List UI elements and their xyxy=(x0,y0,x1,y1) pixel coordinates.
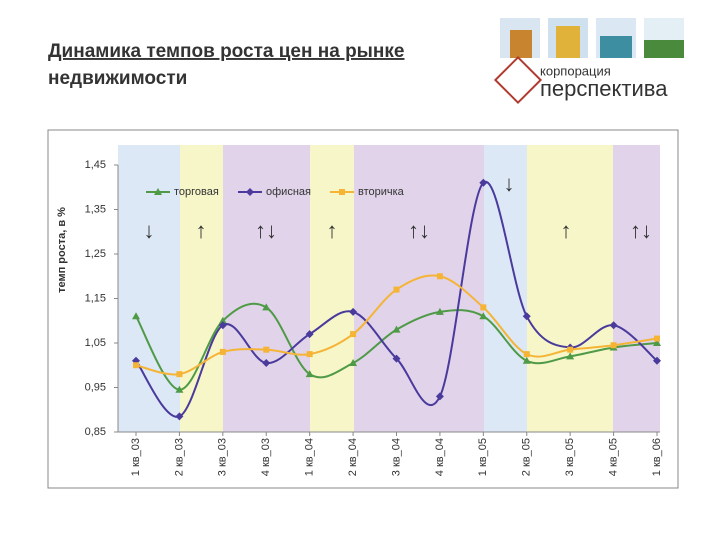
marker-triangle xyxy=(218,316,227,324)
marker-square xyxy=(523,351,530,358)
x-tick-label: 4 кв_04 xyxy=(434,438,446,476)
annotation-arrow: ↓ xyxy=(144,218,155,243)
marker-diamond xyxy=(653,356,661,365)
marker-diamond xyxy=(435,392,444,401)
x-tick-label: 1 кв_04 xyxy=(304,438,316,476)
title: Динамика темпов роста цен на рынке xyxy=(48,41,404,62)
x-tick-label: 4 кв_05 xyxy=(607,438,619,476)
marker-diamond xyxy=(392,354,401,363)
x-tick-label: 3 кв_05 xyxy=(564,438,576,476)
marker-square xyxy=(350,331,357,338)
y-tick-label: 1,15 xyxy=(85,292,106,304)
marker-triangle xyxy=(349,359,358,367)
marker-diamond xyxy=(522,312,531,321)
y-tick-label: 1,25 xyxy=(85,248,106,260)
title: недвижимости xyxy=(48,68,187,89)
marker-square xyxy=(654,335,660,342)
annotation-arrow: ↓ xyxy=(504,171,515,196)
marker-triangle xyxy=(392,325,401,333)
x-tick-label: 1 кв_05 xyxy=(477,438,489,476)
annotation-arrow: ↑↓ xyxy=(630,218,652,243)
x-tick-label: 3 кв_04 xyxy=(390,438,402,476)
marker-diamond xyxy=(305,330,314,339)
annotation-arrow: ↑ xyxy=(196,218,207,243)
marker-square xyxy=(610,342,617,349)
legend-marker xyxy=(246,188,254,196)
x-tick-label: 1 кв_06 xyxy=(651,438,663,476)
logo-icons xyxy=(500,18,684,58)
y-axis-label: темп роста, в % xyxy=(56,207,68,293)
marker-triangle xyxy=(175,385,184,393)
marker-square xyxy=(263,346,270,353)
marker-diamond xyxy=(175,412,184,421)
marker-diamond xyxy=(349,307,358,316)
logo-mark xyxy=(493,55,543,105)
legend-marker xyxy=(339,189,345,195)
marker-diamond xyxy=(218,321,227,330)
marker-square xyxy=(436,273,443,280)
marker-diamond xyxy=(609,321,618,330)
marker-triangle xyxy=(566,352,575,360)
legend-label: офисная xyxy=(266,186,311,198)
y-tick-label: 1,05 xyxy=(85,337,106,349)
marker-square xyxy=(393,286,400,293)
x-tick-label: 2 кв_04 xyxy=(347,438,359,476)
marker-triangle xyxy=(435,307,444,315)
marker-triangle xyxy=(522,356,531,364)
y-tick-label: 1,35 xyxy=(85,203,106,215)
legend-marker xyxy=(154,188,162,195)
marker-square xyxy=(219,348,226,355)
x-tick-label: 3 кв_03 xyxy=(217,438,229,476)
legend-label: вторичка xyxy=(358,186,405,198)
logo-name: перспектива xyxy=(540,76,668,101)
x-tick-label: 2 кв_05 xyxy=(521,438,533,476)
y-tick-label: 1,45 xyxy=(85,159,106,171)
x-tick-label: 1 кв_03 xyxy=(130,438,142,476)
annotation-arrow: ↑ xyxy=(561,218,572,243)
x-tick-label: 2 кв_03 xyxy=(173,438,185,476)
marker-square xyxy=(176,371,183,378)
period-stripes xyxy=(118,145,660,432)
marker-diamond xyxy=(479,178,488,187)
y-tick-label: 0,85 xyxy=(85,426,106,438)
marker-triangle xyxy=(132,312,140,320)
logo-small: корпорация xyxy=(540,63,611,78)
marker-triangle xyxy=(653,339,661,346)
marker-square xyxy=(480,304,487,311)
annotation-arrow: ↑↓ xyxy=(408,218,430,243)
annotation-arrow: ↑↓ xyxy=(255,218,277,243)
marker-square xyxy=(567,346,574,353)
marker-triangle xyxy=(262,303,271,311)
annotation-arrow: ↑ xyxy=(327,218,338,243)
legend-label: торговая xyxy=(174,186,219,198)
marker-triangle xyxy=(305,370,314,378)
marker-square xyxy=(306,351,313,358)
x-tick-label: 4 кв_03 xyxy=(260,438,272,476)
marker-triangle xyxy=(479,312,488,320)
y-tick-label: 0,95 xyxy=(85,381,106,393)
marker-square xyxy=(133,362,139,369)
marker-diamond xyxy=(262,359,271,368)
